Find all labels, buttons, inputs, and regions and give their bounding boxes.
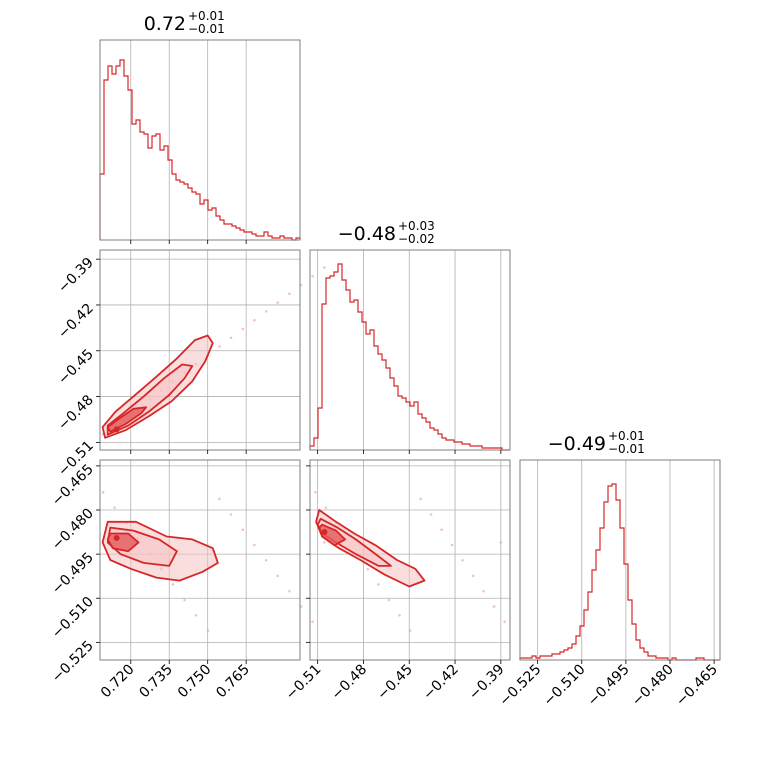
scatter-point-2-0-6 (171, 583, 175, 586)
histogram-1 (309, 263, 510, 451)
histogram-2 (519, 483, 720, 661)
density-peak-1-0 (113, 426, 120, 433)
pair-panel-2-0 (101, 491, 326, 632)
y-tick-label-1-3: −0.42 (55, 300, 97, 342)
scatter-point-2-0-18 (311, 620, 314, 624)
scatter-point-1-0-16 (288, 292, 291, 296)
histogram-title-value-2: −0.49 (548, 433, 606, 455)
panel-frame-0-0 (99, 39, 301, 241)
scatter-point-2-1-18 (503, 620, 506, 624)
scatter-point-2-1-6 (377, 583, 380, 586)
scatter-point-2-0-7 (183, 598, 186, 602)
scatter-point-2-1-11 (429, 513, 433, 516)
scatter-point-2-0-1 (113, 506, 116, 509)
x-tick-label-2-4: −0.465 (673, 662, 721, 710)
scatter-point-2-1-10 (419, 497, 422, 501)
scatter-point-2-0-13 (253, 543, 256, 547)
panel-frame-1-1 (309, 249, 511, 451)
data-layer (99, 59, 720, 661)
panel-frame-2-2 (519, 459, 721, 661)
x-tick-label-1-3: −0.42 (420, 662, 462, 704)
histogram-title-value-0: 0.72 (144, 13, 186, 35)
histogram-title-minus-1: −0.02 (398, 232, 435, 246)
scatter-point-2-0-11 (229, 513, 233, 516)
panel-frame-2-0 (99, 459, 301, 661)
y-tick-label-1-1: −0.48 (55, 392, 97, 434)
panel-frame-2-1 (309, 459, 511, 661)
scatter-point-1-0-10 (218, 345, 221, 348)
scatter-point-2-1-16 (482, 589, 485, 593)
scatter-point-2-0-12 (241, 528, 245, 532)
x-tick-label-0-0: 0.720 (98, 662, 138, 702)
x-tick-label-2-2: −0.495 (585, 662, 633, 710)
scatter-point-2-0-9 (206, 629, 210, 632)
scatter-point-2-1-12 (440, 528, 443, 532)
contour-2-1-1 (316, 517, 392, 567)
scatter-point-2-0-15 (276, 574, 279, 578)
scatter-point-1-0-14 (264, 310, 268, 313)
x-tick-label-0-2: 0.750 (175, 662, 215, 702)
y-tick-label-2-1: −0.510 (49, 594, 97, 642)
x-tick-label-0-3: 0.765 (213, 662, 253, 702)
scatter-point-1-0-12 (241, 327, 245, 331)
scatter-point-2-0-19 (323, 541, 326, 544)
scatter-point-2-1-8 (398, 613, 401, 617)
density-peak-2-0 (113, 534, 120, 541)
y-tick-label-2-3: −0.480 (49, 506, 97, 554)
x-tick-label-1-1: −0.48 (329, 662, 371, 704)
histogram-title-minus-0: −0.01 (188, 22, 225, 36)
scatter-point-2-0-8 (194, 613, 198, 617)
y-tick-label-1-2: −0.45 (55, 346, 97, 388)
x-tick-label-1-2: −0.45 (374, 662, 416, 704)
histogram-0 (99, 59, 301, 241)
y-tick-label-2-0: −0.525 (49, 638, 97, 686)
scatter-point-1-0-15 (276, 301, 279, 304)
scatter-point-2-1-9 (408, 629, 412, 632)
scatter-point-2-1-5 (366, 567, 370, 571)
scatter-point-2-0-10 (218, 497, 221, 501)
contour-2-1-0 (315, 509, 426, 588)
scatter-point-2-0-0 (101, 491, 105, 494)
panel-frame-1-0 (99, 249, 301, 451)
scatter-point-2-1-0 (314, 491, 317, 494)
pair-panel-2-1 (314, 491, 506, 632)
scatter-point-2-1-19 (499, 541, 503, 544)
scatter-point-2-0-14 (264, 558, 268, 562)
x-tick-label-2-1: −0.510 (541, 662, 589, 710)
frames-layer (99, 39, 721, 661)
y-tick-label-2-2: −0.495 (49, 550, 97, 598)
scatter-point-2-1-15 (471, 574, 475, 578)
density-peak-2-1 (321, 529, 328, 536)
pair-panel-1-0 (101, 266, 326, 439)
x-tick-label-0-1: 0.735 (136, 662, 176, 702)
scatter-point-2-1-7 (387, 598, 391, 602)
scatter-point-2-1-13 (450, 543, 454, 547)
y-tick-label-1-4: −0.39 (55, 255, 97, 297)
histogram-title-minus-2: −0.01 (608, 442, 645, 456)
x-tick-label-2-0: −0.525 (497, 662, 545, 710)
histogram-title-plus-1: +0.03 (398, 219, 435, 233)
scatter-point-2-1-17 (492, 605, 496, 608)
x-tick-label-2-3: −0.480 (629, 662, 677, 710)
scatter-point-2-0-16 (288, 589, 291, 593)
scatter-point-2-1-1 (324, 506, 328, 509)
histogram-title-plus-2: +0.01 (608, 429, 645, 443)
scatter-point-1-0-11 (229, 336, 233, 340)
ticks-layer (96, 240, 715, 664)
contour-1-0-2 (106, 406, 148, 433)
scatter-point-2-1-14 (461, 558, 464, 562)
histogram-title-plus-0: +0.01 (188, 9, 225, 23)
histogram-title-value-1: −0.48 (338, 223, 396, 245)
scatter-point-1-0-13 (253, 318, 256, 322)
x-tick-label-1-0: −0.51 (283, 662, 325, 704)
scatter-point-1-0-18 (311, 274, 314, 278)
scatter-point-1-0-19 (323, 266, 326, 269)
